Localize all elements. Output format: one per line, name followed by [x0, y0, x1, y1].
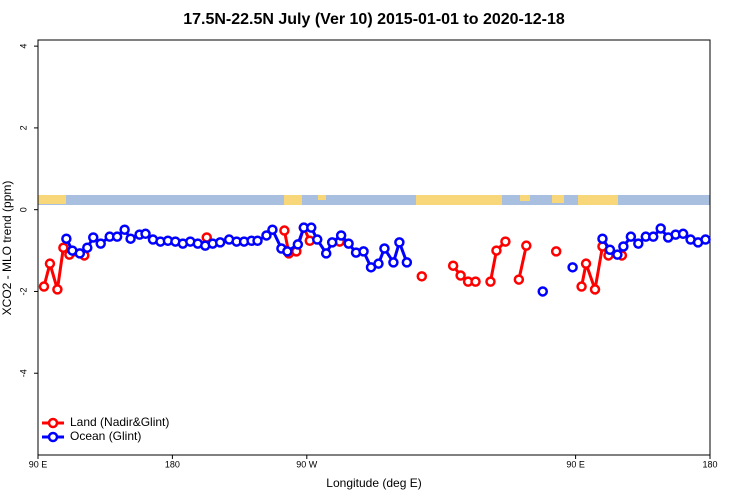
data-point [521, 240, 532, 251]
chart-title: 17.5N-22.5N July (Ver 10) 2015-01-01 to … [183, 11, 565, 28]
data-point [447, 260, 459, 271]
data-point [214, 237, 226, 248]
data-point [140, 228, 151, 240]
data-point [394, 237, 405, 248]
data-point [373, 258, 384, 269]
data-point [597, 233, 608, 244]
x-tick-label: 90 E [566, 459, 585, 469]
x-tick-label: 90 E [29, 459, 48, 469]
data-point [312, 234, 323, 245]
data-point [335, 230, 347, 241]
data-point [677, 228, 689, 240]
data-point [343, 238, 354, 249]
legend-marker [47, 431, 59, 443]
data-point [576, 281, 587, 292]
data-point [111, 231, 123, 242]
legend-label: Land (Nadir&Glint) [70, 415, 169, 429]
data-point [82, 242, 93, 253]
data-point [618, 241, 629, 252]
data-point [125, 233, 136, 244]
data-point [455, 270, 466, 281]
data-point [416, 271, 428, 282]
legend-marker [47, 417, 59, 429]
x-tick-label: 180 [165, 459, 180, 469]
data-point [700, 234, 711, 245]
y-tick-label: -4 [18, 369, 28, 377]
data-point [261, 230, 272, 241]
y-tick-label: 4 [18, 44, 28, 49]
data-point [491, 245, 502, 256]
x-tick-label: 180 [702, 459, 717, 469]
x-axis-label: Longitude (deg E) [326, 476, 421, 490]
data-point [320, 248, 332, 259]
data-point [74, 248, 86, 259]
data-point [61, 233, 72, 244]
y-tick-label: -2 [18, 287, 28, 295]
y-axis-label: XCO2 - MLO trend (ppm) [0, 181, 14, 316]
data-point [580, 258, 592, 269]
data-point [252, 235, 263, 247]
data-point [306, 222, 317, 233]
data-point [88, 232, 99, 243]
data-point [513, 274, 525, 285]
y-tick-label: 2 [18, 125, 28, 130]
data-point [655, 223, 666, 234]
data-point [358, 246, 369, 257]
data-point [282, 246, 293, 257]
data-point [52, 284, 63, 295]
data-point [388, 257, 399, 268]
data-point [58, 242, 69, 253]
y-tick-label: 0 [18, 207, 28, 212]
plot-frame [37, 39, 711, 456]
data-point [267, 224, 278, 235]
legend-label: Ocean (Glint) [70, 429, 141, 443]
data-point [292, 239, 304, 250]
x-tick-label: 90 W [296, 459, 318, 469]
data-point [279, 225, 290, 236]
data-point [95, 238, 106, 249]
data-point [589, 284, 601, 295]
data-point [379, 243, 390, 254]
data-point [44, 258, 56, 269]
data-point [612, 249, 623, 260]
data-point [604, 244, 616, 255]
data-point [550, 246, 562, 257]
data-point [648, 231, 659, 242]
data-point [567, 262, 578, 273]
data-point [537, 286, 548, 297]
data-point [485, 276, 496, 287]
land-mask-strip [38, 195, 710, 205]
data-point [119, 224, 130, 235]
data-point [470, 276, 481, 287]
data-point [38, 281, 50, 292]
data-point [625, 231, 637, 242]
data-point [401, 257, 413, 268]
data-point [633, 238, 644, 249]
data-point [326, 237, 338, 248]
data-point [500, 236, 511, 247]
